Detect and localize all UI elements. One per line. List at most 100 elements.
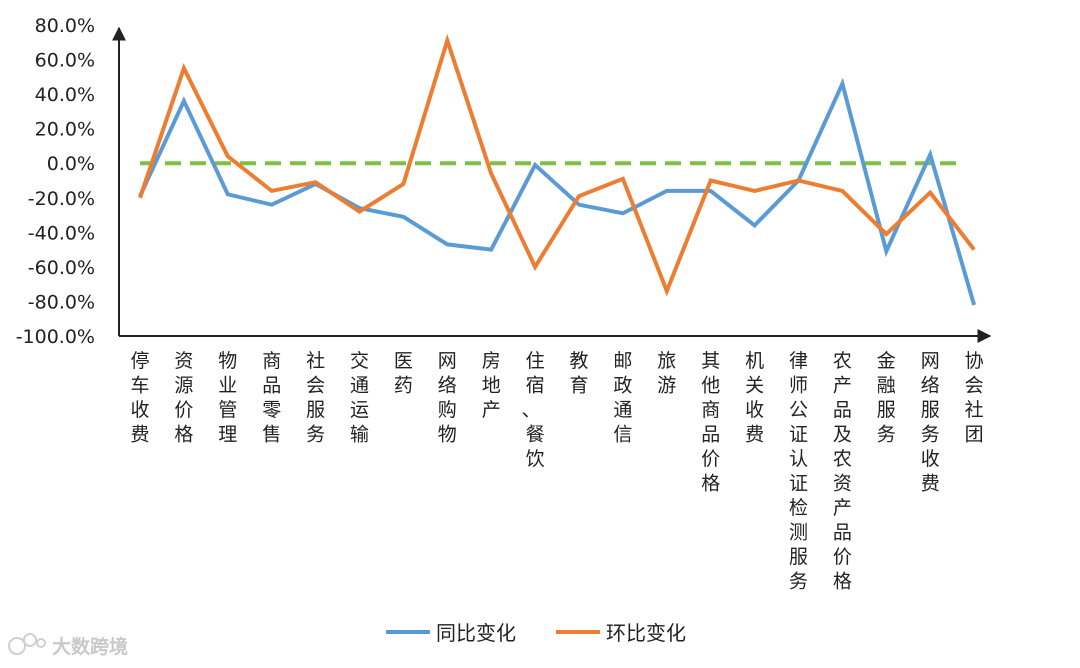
legend-item: 环比变化 <box>556 621 686 645</box>
watermark: 大数跨境 <box>8 633 128 658</box>
svg-text:务: 务 <box>877 424 896 446</box>
svg-text:游: 游 <box>657 375 676 397</box>
legend: 同比变化 环比变化 <box>386 621 686 645</box>
svg-text:医: 医 <box>394 350 413 372</box>
svg-text:旅: 旅 <box>657 350 676 372</box>
svg-text:购: 购 <box>438 399 457 421</box>
legend-item: 同比变化 <box>386 621 516 645</box>
svg-text:服: 服 <box>921 399 940 421</box>
svg-text:品: 品 <box>833 522 852 544</box>
svg-text:交: 交 <box>350 350 369 372</box>
svg-text:社: 社 <box>306 350 325 372</box>
svg-text:价: 价 <box>701 448 720 470</box>
svg-text:宿: 宿 <box>526 375 545 397</box>
svg-text:房: 房 <box>482 350 501 372</box>
x-tick-label: 教育 <box>569 350 588 397</box>
svg-text:物: 物 <box>438 424 457 446</box>
svg-text:格: 格 <box>701 473 720 495</box>
svg-text:务: 务 <box>789 571 808 593</box>
svg-text:检: 检 <box>789 497 808 519</box>
y-tick-label: -20.0% <box>28 188 95 210</box>
series-lines <box>138 33 977 306</box>
svg-text:测: 测 <box>789 522 808 544</box>
svg-text:物: 物 <box>218 350 237 372</box>
svg-text:会: 会 <box>965 375 984 397</box>
svg-text:理: 理 <box>218 424 237 446</box>
watermark-text: 大数跨境 <box>52 635 128 658</box>
svg-text:证: 证 <box>789 473 808 495</box>
svg-text:饮: 饮 <box>526 448 545 470</box>
svg-text:他: 他 <box>701 375 720 397</box>
svg-text:运: 运 <box>350 399 369 421</box>
svg-text:产: 产 <box>482 399 501 421</box>
svg-text:通: 通 <box>350 375 369 397</box>
y-tick-label: 60.0% <box>35 50 95 72</box>
svg-text:务: 务 <box>921 424 940 446</box>
svg-text:证: 证 <box>789 424 808 446</box>
svg-text:零: 零 <box>262 399 281 421</box>
svg-text:农: 农 <box>833 350 852 372</box>
svg-text:管: 管 <box>218 399 237 421</box>
legend-label: 环比变化 <box>606 621 686 645</box>
svg-text:格: 格 <box>174 424 193 446</box>
svg-text:会: 会 <box>306 375 325 397</box>
y-tick-label: -100.0% <box>16 326 95 348</box>
series-line-2 <box>138 33 976 297</box>
svg-text:务: 务 <box>306 424 325 446</box>
svg-text:收: 收 <box>921 448 940 470</box>
svg-text:、: 、 <box>522 399 541 421</box>
svg-text:认: 认 <box>789 448 808 470</box>
legend-label: 同比变化 <box>436 621 516 645</box>
svg-text:服: 服 <box>306 399 325 421</box>
svg-text:律: 律 <box>789 350 808 372</box>
svg-text:品: 品 <box>262 375 281 397</box>
svg-text:产: 产 <box>833 375 852 397</box>
svg-text:费: 费 <box>745 424 764 446</box>
svg-text:邮: 邮 <box>613 350 632 372</box>
svg-text:费: 费 <box>921 473 940 495</box>
svg-text:地: 地 <box>482 375 501 397</box>
svg-text:社: 社 <box>965 399 984 421</box>
x-tick-label: 房地产 <box>482 350 501 421</box>
y-tick-label: 40.0% <box>35 84 95 106</box>
svg-text:价: 价 <box>174 399 193 421</box>
y-tick-label: -60.0% <box>28 257 95 279</box>
svg-text:络: 络 <box>438 375 457 397</box>
svg-text:产: 产 <box>833 497 852 519</box>
svg-text:收: 收 <box>130 399 149 421</box>
svg-text:信: 信 <box>613 424 632 446</box>
x-tick-label: 医药 <box>394 350 413 397</box>
svg-text:药: 药 <box>394 375 413 397</box>
svg-text:输: 输 <box>350 424 369 446</box>
svg-text:收: 收 <box>745 399 764 421</box>
svg-text:品: 品 <box>701 424 720 446</box>
y-tick-label: 80.0% <box>35 15 95 37</box>
svg-text:服: 服 <box>877 399 896 421</box>
svg-text:公: 公 <box>789 399 808 421</box>
watermark-logo-icon <box>8 633 46 655</box>
svg-text:通: 通 <box>613 399 632 421</box>
svg-text:费: 费 <box>130 424 149 446</box>
y-tick-label: -80.0% <box>28 291 95 313</box>
y-axis-tick-labels: 80.0% 60.0% 40.0% 20.0% 0.0% -20.0% -40.0% -60.… <box>16 15 95 348</box>
svg-text:机: 机 <box>745 350 764 372</box>
svg-text:格: 格 <box>833 571 852 593</box>
svg-text:业: 业 <box>218 375 237 397</box>
svg-text:其: 其 <box>701 350 720 372</box>
x-axis-category-labels: 停车收费资源价格物业管理商品零售社会服务交通运输医药网络购物房地产住宿、餐饮教育… <box>130 350 983 593</box>
x-tick-label: 旅游 <box>657 350 676 397</box>
svg-text:协: 协 <box>965 350 984 372</box>
y-tick-label: -40.0% <box>28 222 95 244</box>
